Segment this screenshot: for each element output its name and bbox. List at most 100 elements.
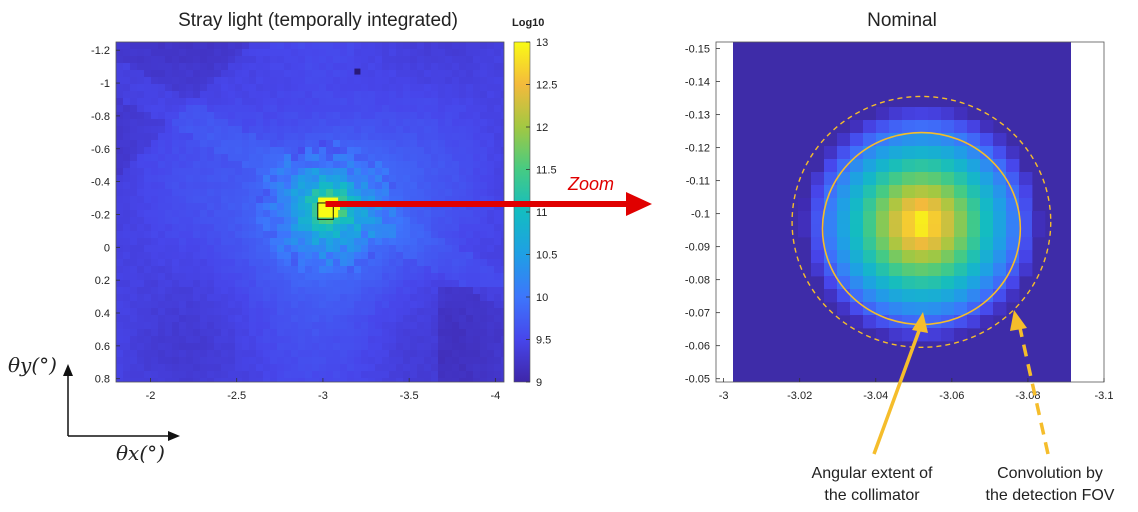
stray-light-cell — [221, 189, 229, 197]
stray-light-cell — [298, 350, 306, 358]
stray-light-cell — [291, 245, 299, 253]
stray-light-cell — [242, 105, 250, 113]
stray-light-cell — [340, 231, 348, 239]
stray-light-cell — [473, 364, 481, 372]
stray-light-cell — [501, 161, 504, 169]
stray-light-cell — [207, 287, 215, 295]
stray-light-cell — [466, 196, 474, 204]
nominal-cell — [993, 250, 1007, 264]
stray-light-x-tick-label: -3 — [318, 390, 328, 402]
stray-light-cell — [158, 301, 166, 309]
stray-light-cell — [235, 322, 243, 330]
stray-light-cell — [431, 308, 439, 316]
stray-light-cell — [263, 308, 271, 316]
stray-light-cell — [228, 168, 236, 176]
stray-light-cell — [445, 161, 453, 169]
stray-light-cell — [270, 182, 278, 190]
stray-light-cell — [326, 371, 334, 379]
stray-light-cell — [214, 308, 222, 316]
stray-light-cell — [445, 98, 453, 106]
stray-light-cell — [172, 350, 180, 358]
stray-light-cell — [319, 133, 327, 141]
stray-light-cell — [270, 210, 278, 218]
stray-light-x-axis: -2 -2.5 -3 -3.5 -4 — [146, 378, 500, 402]
stray-light-cell — [326, 308, 334, 316]
stray-light-cell — [382, 315, 390, 323]
stray-light-cell — [361, 259, 369, 267]
stray-light-cell — [354, 154, 362, 162]
stray-light-cell — [459, 308, 467, 316]
stray-light-cell — [445, 259, 453, 267]
stray-light-cell — [116, 252, 124, 260]
stray-light-cell — [151, 175, 159, 183]
stray-light-cell — [494, 49, 502, 57]
stray-light-cell — [123, 364, 131, 372]
stray-light-cell — [473, 273, 481, 281]
stray-light-cell — [361, 126, 369, 134]
stray-light-cell — [179, 168, 187, 176]
stray-light-cell — [116, 371, 124, 379]
stray-light-cell — [249, 84, 257, 92]
stray-light-cell — [158, 273, 166, 281]
stray-light-cell — [235, 168, 243, 176]
stray-light-cell — [354, 56, 362, 64]
stray-light-cell — [494, 252, 502, 260]
stray-light-cell — [305, 210, 313, 218]
stray-light-cell — [375, 350, 383, 358]
stray-light-cell — [249, 49, 257, 57]
nominal-cell — [928, 276, 942, 290]
zoom-label: Zoom — [567, 174, 614, 194]
stray-light-cell — [151, 112, 159, 120]
stray-light-cell — [403, 63, 411, 71]
stray-light-cell — [256, 371, 264, 379]
stray-light-cell — [319, 329, 327, 337]
stray-light-cell — [326, 329, 334, 337]
stray-light-cell — [235, 84, 243, 92]
stray-light-cell — [480, 210, 488, 218]
stray-light-cell — [158, 161, 166, 169]
nominal-cell — [928, 250, 942, 264]
stray-light-cell — [130, 266, 138, 274]
nominal-cell — [798, 211, 812, 225]
stray-light-cell — [459, 322, 467, 330]
stray-light-cell — [214, 329, 222, 337]
stray-light-peak — [318, 197, 339, 218]
stray-light-cell — [144, 119, 152, 127]
stray-light-cell — [165, 273, 173, 281]
stray-light-cell — [501, 231, 504, 239]
stray-light-cell — [333, 112, 341, 120]
stray-light-cell — [214, 70, 222, 78]
nominal-x-tick-label: -3.1 — [1095, 390, 1114, 402]
stray-light-cell — [389, 273, 397, 281]
stray-light-cell — [473, 245, 481, 253]
stray-light-cell — [144, 301, 152, 309]
stray-light-cell — [284, 77, 292, 85]
stray-light-cell — [333, 98, 341, 106]
stray-light-cell — [284, 161, 292, 169]
stray-light-cell — [144, 273, 152, 281]
stray-light-cell — [158, 126, 166, 134]
stray-light-cell — [466, 294, 474, 302]
stray-light-cell — [263, 133, 271, 141]
stray-light-cell — [277, 245, 285, 253]
stray-light-cell — [340, 378, 348, 382]
stray-light-cell — [312, 112, 320, 120]
stray-light-cell — [480, 70, 488, 78]
stray-light-cell — [347, 126, 355, 134]
stray-light-cell — [207, 210, 215, 218]
stray-light-cell — [494, 245, 502, 253]
stray-light-cell — [284, 364, 292, 372]
nominal-cell — [928, 133, 942, 147]
stray-light-cell — [361, 245, 369, 253]
stray-light-cell — [158, 315, 166, 323]
stray-light-cell — [130, 154, 138, 162]
nominal-cell — [824, 289, 838, 303]
stray-light-cell — [459, 91, 467, 99]
stray-light-cell — [466, 154, 474, 162]
stray-light-cell — [459, 147, 467, 155]
stray-light-cell — [221, 315, 229, 323]
stray-light-cell — [214, 105, 222, 113]
stray-light-cell — [501, 196, 504, 204]
stray-light-cell — [494, 273, 502, 281]
stray-light-cell — [256, 294, 264, 302]
